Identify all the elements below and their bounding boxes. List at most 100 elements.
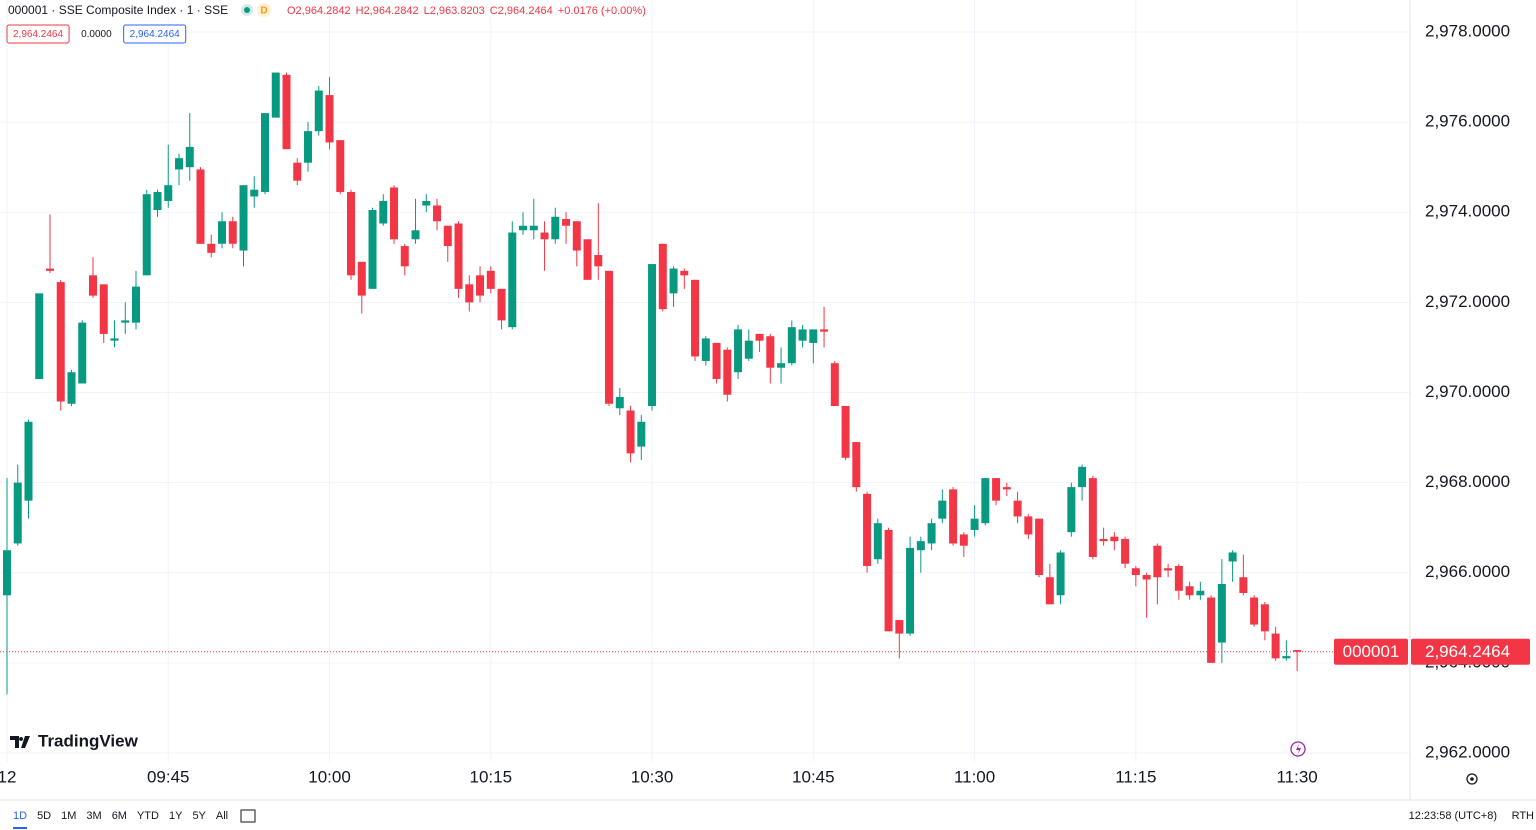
candle-body [1035,518,1044,575]
candle-body [35,293,44,379]
candle-body [1013,500,1022,517]
y-tick-label: 2,974.0000 [1425,202,1510,221]
candle-body [744,340,753,359]
session-label[interactable]: RTH [1512,810,1534,822]
range-button[interactable]: 5Y [192,810,206,822]
candle-body [766,336,775,368]
range-button[interactable]: 1D [13,810,27,822]
calendar-icon[interactable] [240,809,256,823]
x-tick-label: 11:30 [1276,767,1317,786]
range-button[interactable]: 3M [86,810,101,822]
price-badge-box [75,25,118,43]
price-badges: 2,964.2464 0.0000 2,964.2464 [6,24,187,44]
price-badge: 2,964.2464 [130,29,180,40]
y-tick-label: 2,976.0000 [1425,112,1510,131]
candle-body [422,200,431,206]
range-button[interactable]: 1M [61,810,76,822]
range-button[interactable]: 6M [112,810,127,822]
y-tick-label: 2,968.0000 [1425,472,1510,491]
candle-body [99,284,108,334]
candle-body [680,270,689,276]
candle-body [551,216,560,240]
candle-body [1185,586,1194,596]
x-tick-label: 09:45 [147,767,190,786]
x-tick-label: 10:30 [631,767,674,786]
ohlc-value: H2,964.2842 [356,5,419,17]
symbol-line[interactable]: 000001 · SSE Composite Index · 1 · SSE [8,3,228,17]
alert-icon[interactable] [1290,741,1306,757]
candle-body [357,261,366,296]
price-badge: 0.0000 [81,29,112,40]
candle-body [938,500,947,519]
candle-body [777,363,786,368]
candle-body [755,333,764,341]
candle-body [1142,574,1151,580]
candle-body [239,185,248,251]
settings-icon[interactable] [1466,773,1478,785]
x-tick-label: 11:15 [1115,767,1156,786]
candle-body [282,74,291,150]
ohlc-legend: O2,964.2842 H2,964.2842 L2,963.8203 C2,964.… [287,5,646,17]
price-badge-box [6,24,70,44]
candle-body [658,243,667,310]
x-tick-label: 10:00 [308,767,351,786]
candle-body [142,194,151,276]
candle-body [852,442,861,488]
candle-body [207,243,216,253]
candle-body [411,230,420,240]
candle-body [261,113,270,192]
price-symbol: 000001 [1343,642,1400,661]
candle-body [271,72,280,118]
range-button[interactable]: 1Y [169,810,183,822]
range-button[interactable]: All [216,810,228,822]
candle-body [949,489,958,544]
candle-body [45,268,54,271]
candle-body [594,255,603,267]
candle-body [519,225,528,231]
candle-body [1153,545,1162,578]
candle-body [56,282,65,402]
candle-body [465,284,474,303]
logo: TradingView [10,731,139,750]
price-badge-box [123,24,187,44]
candle-body [78,322,87,384]
ohlc-value: L2,963.8203 [424,5,485,17]
candle-body [970,518,979,530]
x-tick-label: 11:00 [954,767,995,786]
candle-body [67,372,76,404]
candle-body [927,523,936,544]
candle-body [121,320,130,323]
candle-body [132,286,141,323]
candle-body [529,225,538,231]
candle-body [712,342,721,379]
x-tick-label: 10:15 [470,767,513,786]
candle-body [1024,516,1033,535]
candle-body [379,200,388,224]
candle-body [1293,650,1302,652]
candle-body [476,275,485,296]
range-button[interactable]: YTD [137,810,159,822]
candle-body [1088,478,1097,557]
candle-body [185,146,194,168]
candle-body [648,264,657,407]
candle-body [1045,577,1054,605]
candle-body [1217,584,1226,643]
candle-body [1250,597,1259,625]
candle-body [626,410,635,454]
candle-body [992,478,1001,501]
candle-body [1196,590,1205,596]
candle-body [88,275,97,296]
candle-body [669,268,678,294]
candle-body [304,131,313,163]
price-label: 2,964.2464 [1425,642,1510,661]
clock: 12:23:58 (UTC+8) [1409,810,1497,822]
candle-body [572,221,581,251]
candle-body [454,223,463,289]
candle-body [540,232,549,240]
range-button[interactable]: 5D [37,810,51,822]
candle-body [583,239,592,280]
candle-body [110,338,119,341]
candle-body [906,547,915,634]
ohlc-value: C2,964.2464 [490,5,553,17]
candle-body [325,95,334,143]
